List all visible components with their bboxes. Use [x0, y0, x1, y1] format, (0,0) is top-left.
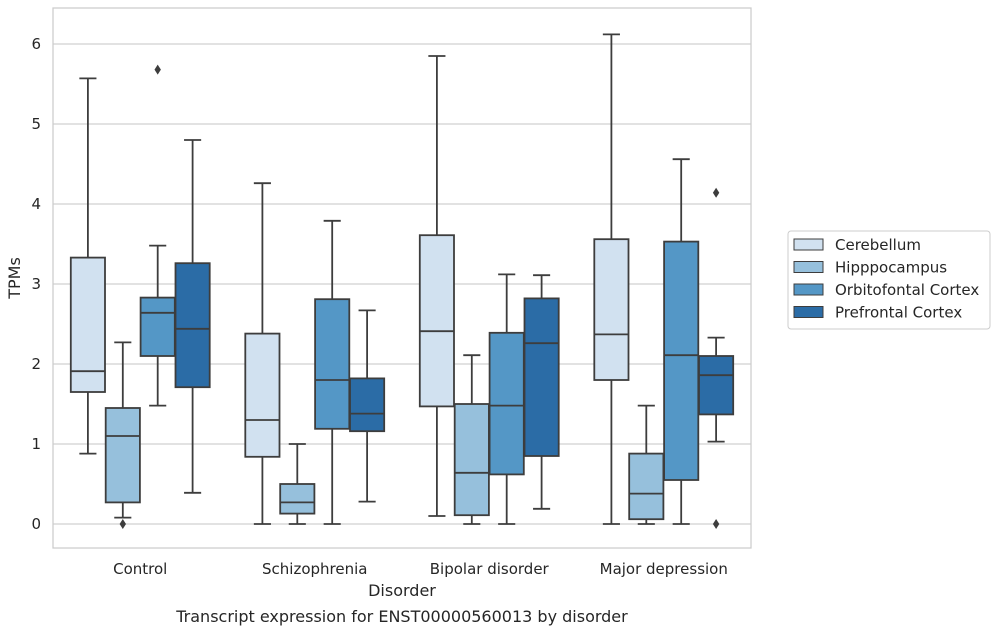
- x-tick-label: Bipolar disorder: [430, 560, 550, 578]
- x-tick-label: Schizophrenia: [262, 560, 367, 578]
- box-body: [628, 452, 665, 521]
- y-tick-label: 3: [31, 275, 41, 293]
- y-tick-label: 1: [31, 435, 41, 453]
- x-axis-label: Disorder: [368, 581, 436, 600]
- box-body: [279, 483, 316, 515]
- box-prefrontal-cortex: [349, 309, 386, 503]
- box-prefrontal-cortex: [174, 139, 211, 494]
- box-prefrontal-cortex: [698, 187, 735, 529]
- box-orbitofontal-cortex: [314, 219, 351, 525]
- legend-frame: [787, 230, 991, 330]
- box-body: [174, 262, 211, 389]
- legend-swatch: [793, 306, 824, 318]
- y-tick-label: 6: [31, 35, 41, 53]
- legend-label: Cerebellum: [835, 236, 921, 254]
- grid-lines: [53, 43, 751, 525]
- legend-swatch: [793, 283, 824, 296]
- box-cerebellum: [593, 33, 630, 525]
- box-hipppocampus: [279, 443, 316, 525]
- box-hipppocampus: [628, 404, 665, 525]
- legend-label: Hipppocampus: [835, 259, 947, 277]
- box-cerebellum: [69, 77, 106, 455]
- x-tick-label: Control: [113, 560, 167, 578]
- y-tick-label: 4: [31, 195, 41, 213]
- box-hipppocampus: [453, 354, 490, 525]
- box-cerebellum: [244, 182, 281, 525]
- box-body: [488, 331, 525, 476]
- y-tick-label: 0: [31, 515, 41, 533]
- plot-frame: [52, 7, 752, 549]
- outlier-point: [119, 519, 126, 529]
- box-body: [244, 332, 281, 458]
- box-body: [523, 297, 560, 457]
- outlier-point: [712, 187, 720, 198]
- box-orbitofontal-cortex: [139, 64, 176, 407]
- box-prefrontal-cortex: [523, 274, 560, 510]
- box-orbitofontal-cortex: [663, 158, 700, 525]
- chart-caption: Transcript expression for ENST0000056001…: [175, 607, 628, 626]
- y-tick-label: 2: [31, 355, 41, 373]
- y-axis-label: TPMs: [5, 257, 24, 300]
- box-body: [698, 355, 735, 416]
- box-body: [69, 256, 106, 393]
- legend: Cerebellum Hipppocampus Orbitofontal Corte…: [787, 230, 991, 330]
- box-cerebellum: [418, 55, 455, 517]
- box-body: [104, 407, 141, 504]
- legend-label: Prefrontal Cortex: [835, 304, 962, 322]
- box-body: [314, 298, 351, 430]
- legend-label: Orbitofontal Cortex: [835, 281, 979, 299]
- outlier-point: [712, 519, 720, 529]
- box-body: [349, 377, 386, 433]
- plot-marks: [69, 33, 735, 529]
- x-tick-label: Major depression: [600, 560, 728, 578]
- outlier-point: [154, 64, 161, 75]
- legend-swatch: [793, 238, 824, 251]
- box-orbitofontal-cortex: [488, 273, 525, 525]
- box-body: [139, 296, 176, 357]
- x-tick-labels: Control Schizophrenia Bipolar disorder Majo…: [113, 560, 728, 578]
- box-body: [418, 234, 455, 408]
- legend-swatch: [793, 261, 824, 273]
- y-tick-labels: 0 1 2 3 4 5 6: [31, 35, 41, 533]
- box-body: [593, 238, 630, 381]
- y-tick-label: 5: [31, 115, 41, 133]
- box-body: [663, 240, 700, 481]
- box-hipppocampus: [104, 341, 141, 529]
- box-body: [453, 403, 490, 517]
